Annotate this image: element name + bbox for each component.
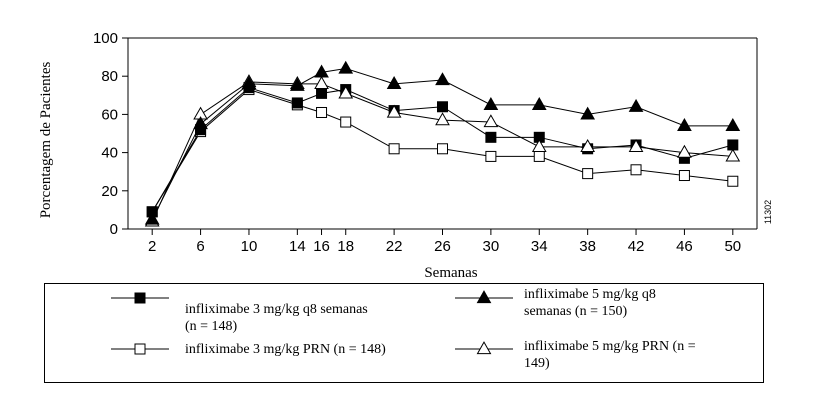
y-tick-label: 0 — [110, 221, 118, 238]
data-point — [386, 76, 402, 89]
x-tick-label: 22 — [386, 238, 403, 255]
data-point — [316, 106, 328, 118]
data-point — [628, 98, 644, 112]
y-axis-title: Porcentagem de Pacientes — [38, 62, 54, 219]
legend-label: infliximabe 3 mg/kg PRN (n = 148) — [185, 342, 386, 357]
y-tick-label: 60 — [101, 106, 118, 123]
x-tick-label: 42 — [628, 238, 645, 255]
legend-marker — [134, 292, 146, 304]
x-tick-label: 30 — [483, 238, 500, 255]
x-tick-label: 6 — [196, 238, 204, 255]
legend-label: infliximabe 3 mg/kg q8 semanas (n = 148) — [185, 302, 368, 334]
data-point — [630, 164, 642, 176]
data-point — [435, 72, 450, 86]
data-point — [485, 131, 497, 143]
legend-label: infliximabe 5 mg/kg q8 semanas (n = 150) — [524, 287, 656, 319]
data-point — [388, 143, 400, 155]
legend-marker — [476, 290, 492, 304]
x-tick-label: 18 — [337, 238, 354, 255]
data-point — [580, 106, 596, 120]
legend-marker — [476, 341, 492, 355]
data-point — [144, 211, 160, 225]
data-point — [580, 139, 596, 152]
legend-swatch-filled-square — [111, 292, 169, 304]
data-point — [533, 150, 545, 162]
data-point — [193, 116, 208, 130]
data-point — [241, 76, 257, 89]
y-tick-label: 80 — [101, 68, 118, 85]
data-point — [289, 77, 305, 91]
data-point — [727, 175, 739, 187]
x-tick-label: 26 — [434, 238, 451, 255]
series-line — [151, 81, 733, 222]
data-point — [338, 60, 354, 74]
chart-series — [144, 60, 741, 227]
figure-code: 11302 — [763, 200, 773, 224]
data-point — [314, 64, 329, 78]
data-point — [678, 170, 690, 182]
data-point — [582, 168, 594, 180]
data-point — [531, 139, 547, 152]
x-tick-label: 46 — [676, 238, 693, 255]
data-point — [338, 85, 354, 99]
data-point — [531, 97, 547, 110]
x-tick-label: 14 — [289, 238, 306, 255]
series-line — [151, 87, 733, 213]
series-2 — [144, 60, 741, 225]
data-point — [437, 101, 448, 113]
legend-swatch-filled-triangle — [455, 290, 513, 304]
data-point — [314, 76, 329, 89]
legend-swatch-open-triangle — [455, 341, 513, 355]
data-point — [725, 148, 741, 162]
x-tick-label: 2 — [148, 238, 156, 255]
x-tick-label: 34 — [531, 238, 548, 255]
data-point — [485, 150, 497, 162]
x-tick-label: 50 — [724, 238, 741, 255]
legend-marker — [134, 343, 146, 355]
x-tick-label: 16 — [313, 238, 330, 255]
y-tick-label: 100 — [93, 30, 118, 47]
x-axis-title: Semanas — [424, 265, 477, 281]
data-point — [483, 114, 499, 128]
data-point — [435, 112, 450, 126]
legend-swatch-open-square — [111, 343, 169, 355]
series-line — [151, 89, 733, 213]
x-tick-label: 38 — [579, 238, 596, 255]
chart-legend: infliximabe 3 mg/kg q8 semanas (n = 148)… — [44, 283, 764, 383]
data-point — [727, 139, 739, 151]
data-point — [677, 144, 692, 158]
y-tick-label: 20 — [101, 183, 118, 200]
data-point — [628, 139, 644, 152]
data-point — [291, 97, 303, 109]
data-point — [316, 87, 328, 99]
y-tick-label: 40 — [101, 145, 118, 162]
data-point — [437, 143, 448, 155]
x-tick-label: 10 — [241, 238, 258, 255]
data-point — [677, 118, 692, 131]
series-line — [151, 68, 733, 220]
data-point — [340, 116, 352, 128]
data-point — [386, 104, 402, 118]
data-point — [483, 97, 499, 110]
legend-label: infliximabe 5 mg/kg PRN (n = 149) — [524, 339, 696, 371]
data-point — [725, 118, 741, 131]
